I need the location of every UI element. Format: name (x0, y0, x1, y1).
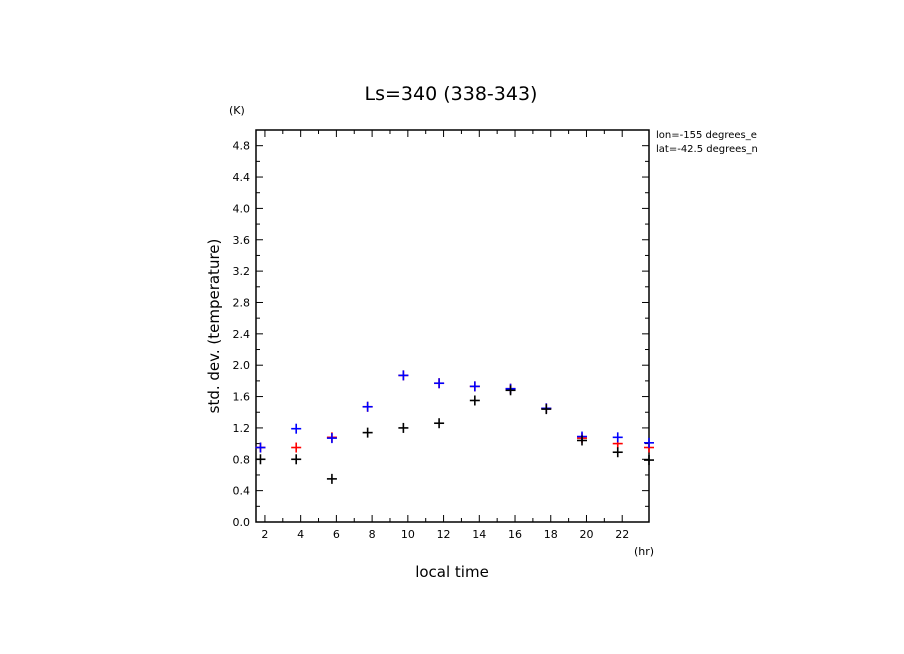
data-point (362, 401, 373, 412)
data-point (469, 381, 480, 392)
x-tick-label: 12 (437, 528, 451, 541)
y-tick-label: 2.8 (233, 296, 251, 309)
data-point (434, 378, 445, 389)
y-tick-label: 4.0 (233, 202, 251, 215)
data-point (398, 370, 409, 381)
x-tick-label: 18 (544, 528, 558, 541)
data-point (505, 385, 516, 396)
y-tick-label: 0.8 (233, 453, 251, 466)
x-tick-label: 14 (472, 528, 486, 541)
x-tick-label: 8 (369, 528, 376, 541)
data-point (362, 427, 373, 438)
x-tick-label: 2 (261, 528, 268, 541)
axes: 0.0 0.4 0.8 1.2 1.6 2.0 2.4 2.8 3.2 3.6 4.0 4.4 4.8 2… (233, 129, 650, 541)
x-tick-label: 20 (579, 528, 593, 541)
data-point (644, 455, 654, 466)
data-point (398, 422, 409, 433)
data-point (644, 437, 654, 448)
y-tick-label: 3.6 (233, 234, 251, 247)
annotation-lon: lon=-155 degrees_e (656, 130, 757, 141)
chart-title: Ls=340 (338-343) (365, 83, 538, 105)
data-point (326, 433, 337, 444)
data-point (577, 435, 588, 446)
y-tick-label: 0.0 (233, 516, 251, 529)
x-tick-label: 10 (401, 528, 415, 541)
annotation-lat: lat=-42.5 degrees_n (656, 144, 758, 155)
data-point (469, 395, 480, 406)
x-tick-label: 6 (333, 528, 340, 541)
x-tick-label: 22 (615, 528, 629, 541)
y-tick-label: 2.0 (233, 359, 251, 372)
y-tick-label: 3.2 (233, 265, 251, 278)
plot-frame (255, 129, 650, 523)
y-axis-label: std. dev. (temperature) (205, 239, 223, 414)
y-axis-unit: (K) (229, 104, 245, 117)
data-point (612, 432, 623, 443)
x-tick-label: 16 (508, 528, 522, 541)
data-point (541, 404, 552, 415)
x-axis-label: local time (415, 563, 489, 581)
data-point (291, 454, 302, 465)
y-tick-label: 0.4 (233, 485, 251, 498)
data-point (326, 473, 337, 484)
data-point (434, 418, 445, 429)
data-point (255, 454, 266, 465)
y-tick-label: 1.6 (233, 391, 251, 404)
data-point (291, 442, 302, 453)
x-axis-unit: (hr) (634, 545, 654, 558)
y-tick-label: 1.2 (233, 422, 251, 435)
x-tick-label: 4 (297, 528, 304, 541)
data-point (612, 447, 623, 458)
y-tick-label: 2.4 (233, 328, 251, 341)
data-point (255, 442, 266, 453)
data-point (291, 423, 302, 434)
y-tick-label: 4.4 (233, 171, 251, 184)
y-tick-label: 4.8 (233, 140, 251, 153)
data-marks (255, 370, 654, 484)
